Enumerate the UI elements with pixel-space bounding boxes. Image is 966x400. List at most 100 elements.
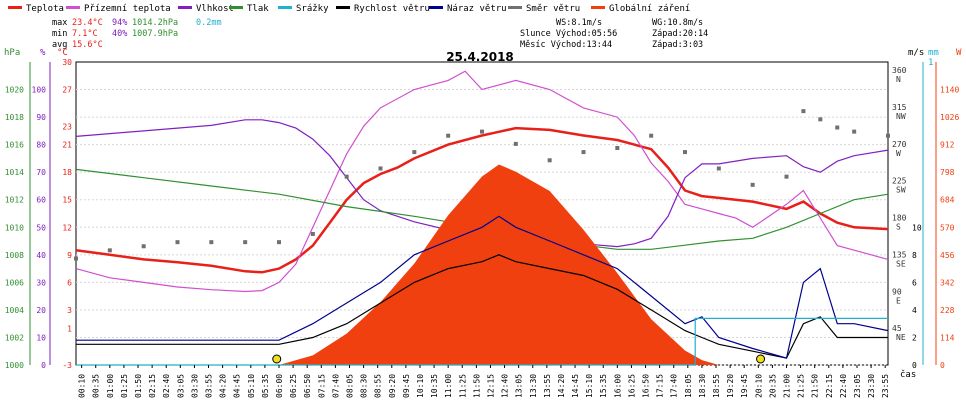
tick-dir-7: 360 (892, 66, 907, 75)
series-line-5 (76, 254, 888, 359)
stat-max-rain: 0.2mm (196, 18, 222, 28)
sun-set: Západ:20:14 (652, 29, 708, 39)
x-axis-label: čas (900, 369, 916, 380)
tick-hum-4: 40 (36, 251, 46, 260)
tick-dir-1: 90 (892, 287, 902, 296)
legend-swatch-8 (591, 6, 605, 9)
xtick-label-7: 03:05 (176, 374, 185, 398)
tick-temp-6: 15 (62, 196, 72, 205)
xtick-label-37: 15:35 (599, 374, 608, 398)
stats-block: max 23.4°C 94% 1014.2hPa 0.2mm min 7.1°C… (52, 18, 222, 50)
xtick-label-21: 08:55 (374, 374, 383, 398)
xtick-label-56: 23:30 (867, 374, 876, 398)
stat-avg-label: avg (52, 40, 67, 50)
tick-hum-7: 70 (36, 168, 46, 177)
unit-w: W (956, 48, 962, 58)
wind-dir-point-0 (74, 256, 78, 261)
unit-mm-marker: 1 (928, 58, 933, 68)
wind-dir-point-22 (801, 109, 806, 114)
wind-dir-point-20 (750, 182, 755, 187)
series-line-0 (75, 126, 889, 274)
legend-label-0: Teplota (26, 4, 64, 14)
tick-wind-3: 6 (912, 278, 917, 287)
wind-info: WS:8.1m/s WG:10.8m/s Slunce Východ:05:56… (520, 18, 708, 50)
xtick-label-17: 07:15 (317, 374, 326, 398)
xtick-label-3: 01:25 (120, 374, 129, 398)
stat-min-hum: 40% (112, 29, 127, 39)
tick-temp-4: 9 (67, 251, 72, 260)
xtick-label-0: 00:10 (78, 374, 87, 398)
tick-temp-0: -3 (62, 361, 72, 370)
xtick-label-28: 11:50 (472, 374, 481, 398)
legend-swatch-5 (336, 6, 350, 9)
tick-press-7: 1014 (5, 168, 24, 177)
legend-label-8: Globální záření (609, 4, 690, 14)
legend-label-3: Tlak (247, 4, 269, 14)
legend-label-7: Směr větru (526, 4, 580, 14)
tick-rad-5: 570 (940, 223, 955, 232)
tick-temp-5: 12 (62, 223, 72, 232)
tick-press-9: 1018 (5, 113, 24, 122)
tick-rad-7: 798 (940, 168, 955, 177)
sunrise-marker (272, 354, 282, 364)
tick-dir-0: 45 (892, 324, 902, 333)
xtick-label-30: 12:40 (501, 374, 510, 398)
tick-press-2: 1004 (5, 306, 24, 315)
wind-dir-point-18 (683, 150, 687, 155)
xtick-label-6: 02:40 (162, 374, 171, 398)
tick-hum-0: 0 (41, 361, 46, 370)
series-layer (74, 70, 890, 366)
xtick-label-57: 23:55 (881, 374, 890, 398)
wind-dir-point-4 (209, 240, 214, 245)
tick-hum-5: 50 (36, 223, 46, 232)
stat-min-temp: 7.1°C (72, 29, 98, 39)
tick-hum-1: 10 (36, 333, 46, 342)
xtick-label-48: 20:10 (754, 374, 763, 398)
unit-degc: °C (57, 48, 68, 58)
xtick-label-51: 21:25 (797, 374, 806, 398)
tick-press-6: 1012 (5, 196, 24, 205)
xtick-label-32: 13:30 (529, 374, 538, 398)
xtick-label-29: 12:15 (486, 374, 495, 398)
xtick-label-16: 06:50 (303, 374, 312, 398)
wind-dir-point-6 (277, 240, 281, 245)
xtick-label-2: 01:00 (106, 374, 115, 398)
xtick-label-9: 03:55 (205, 374, 214, 398)
xtick-label-19: 08:05 (345, 374, 354, 398)
tick-wind-5: 10 (912, 223, 922, 232)
tick-rad-8: 912 (940, 141, 955, 150)
tick-temp-3: 6 (67, 278, 72, 287)
legend-label-6: Náraz větru (447, 4, 507, 14)
tick-dir-3: 180 (892, 214, 907, 223)
wind-dir-point-1 (107, 248, 112, 253)
xtick-label-4: 01:50 (134, 374, 143, 398)
tick-dir-name-4: SW (896, 186, 906, 195)
legend-swatch-0 (8, 6, 22, 9)
xtick-label-40: 16:50 (642, 374, 651, 398)
legend-label-1: Přízemní teplota (84, 4, 171, 14)
stat-min-press: 1007.9hPa (132, 29, 178, 39)
unit-mm: mm (928, 48, 939, 58)
tick-wind-2: 4 (912, 306, 917, 315)
tick-rad-3: 342 (940, 278, 955, 287)
tick-dir-name-6: NW (896, 112, 906, 121)
xtick-label-10: 04:20 (219, 374, 228, 398)
stat-avg-temp: 15.6°C (72, 40, 103, 50)
legend-swatch-4 (278, 6, 292, 9)
xtick-label-11: 04:45 (233, 374, 242, 398)
wind-dir-point-23 (818, 117, 823, 122)
wind-dir-point-24 (835, 125, 840, 130)
wind-dir-point-19 (716, 166, 721, 171)
unit-ms: m/s (908, 48, 924, 58)
xtick-label-41: 17:15 (656, 374, 665, 398)
tick-hum-6: 60 (36, 196, 46, 205)
xtick-label-27: 11:25 (458, 374, 467, 398)
xtick-label-49: 20:35 (768, 374, 777, 398)
xtick-label-39: 16:25 (627, 374, 636, 398)
tick-wind-4: 8 (912, 251, 917, 260)
legend-swatch-2 (178, 6, 192, 9)
tick-temp-8: 21 (62, 141, 72, 150)
tick-temp-1: 1 (67, 324, 72, 333)
tick-rad-4: 456 (940, 251, 955, 260)
